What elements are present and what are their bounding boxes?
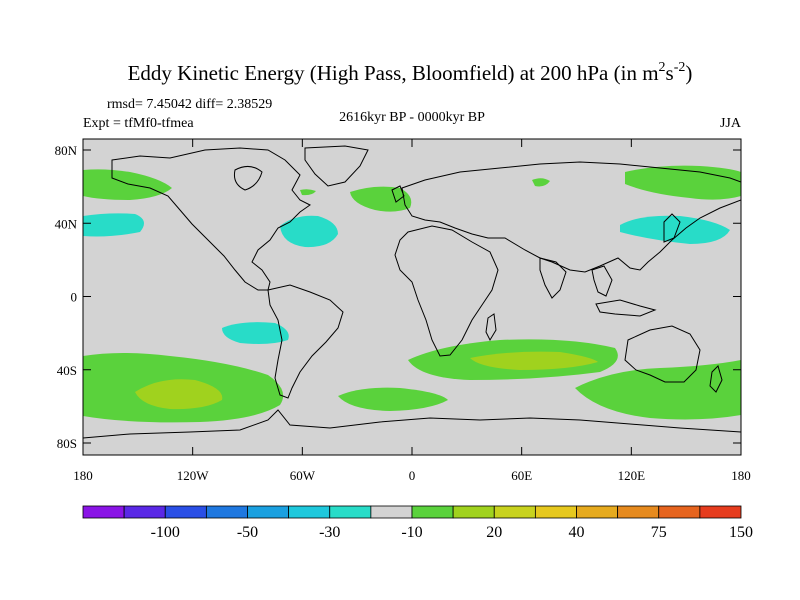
colorbar-label: 150 bbox=[729, 524, 753, 541]
coast-africa bbox=[394, 225, 499, 357]
title-close: ) bbox=[685, 61, 692, 85]
colorbar-box bbox=[123, 505, 166, 519]
colorbar-box bbox=[411, 505, 454, 519]
colorbar-label: -10 bbox=[401, 524, 422, 541]
colorbar-label: -100 bbox=[151, 524, 180, 541]
title-unit-s: s bbox=[666, 61, 674, 85]
north-atlantic-green bbox=[350, 186, 412, 212]
lat-label: 40S bbox=[57, 363, 77, 378]
colorbar-box bbox=[370, 505, 413, 519]
colorbar: -100 -50 -30 -10 20 40 75 150 bbox=[82, 505, 753, 541]
colorbar-box bbox=[288, 505, 331, 519]
colorbar-box bbox=[493, 505, 536, 519]
coast-australia bbox=[624, 325, 701, 383]
colorbar-box bbox=[164, 505, 207, 519]
title-exp-1: 2 bbox=[659, 60, 666, 75]
colorbar-box bbox=[452, 505, 495, 519]
colorbar-label: 20 bbox=[486, 524, 502, 541]
east-asia-teal bbox=[620, 215, 730, 244]
coast-north-america bbox=[111, 147, 311, 291]
colorbar-label: 40 bbox=[569, 524, 585, 541]
colorbar-box bbox=[699, 505, 742, 519]
lon-label: 60W bbox=[290, 468, 316, 483]
coast-southeast-asia bbox=[591, 265, 613, 297]
north-pacific-west-green bbox=[83, 169, 172, 200]
lat-label: 80S bbox=[57, 436, 77, 451]
north-atlantic-teal bbox=[280, 215, 338, 248]
map-panel: 80N 40N 0 40S 80S 180 120W 60W 0 60E 120E 180 bbox=[55, 138, 751, 483]
longitude-axis: 180 120W 60W 0 60E 120E 180 bbox=[73, 139, 751, 483]
coast-hudson-bay bbox=[234, 166, 263, 191]
coast-greenland bbox=[304, 145, 369, 187]
coast-new-zealand bbox=[709, 365, 723, 393]
colorbar-label: -50 bbox=[237, 524, 258, 541]
colorbar-box bbox=[534, 505, 577, 519]
colorbar-box bbox=[82, 505, 125, 519]
lon-label: 120E bbox=[618, 468, 646, 483]
title-exp-2: -2 bbox=[674, 60, 686, 75]
australia-south-green bbox=[575, 360, 741, 420]
coast-japan bbox=[663, 213, 681, 243]
north-pacific-teal bbox=[83, 213, 144, 237]
indian-ocean-yellowgreen bbox=[470, 351, 598, 370]
latitude-axis: 80N 40N 0 40S 80S bbox=[55, 143, 741, 451]
lon-label: 60E bbox=[511, 468, 532, 483]
lon-label: 120W bbox=[177, 468, 210, 483]
south-atlantic-green bbox=[338, 387, 448, 411]
europe-green bbox=[300, 189, 316, 196]
coast-madagascar bbox=[485, 313, 497, 342]
title-main: Eddy Kinetic Energy (High Pass, Bloomfie… bbox=[128, 61, 659, 85]
colorbar-box bbox=[205, 505, 248, 519]
colorbar-label: 75 bbox=[651, 524, 667, 541]
colorbar-box bbox=[617, 505, 660, 519]
south-pacific-teal bbox=[222, 322, 289, 344]
coast-south-america bbox=[267, 284, 344, 399]
russia-green bbox=[532, 178, 550, 187]
lon-label: 0 bbox=[409, 468, 416, 483]
coast-eurasia bbox=[401, 161, 741, 273]
lon-label: 180 bbox=[731, 468, 751, 483]
colorbar-box bbox=[658, 505, 701, 519]
lon-label: 180 bbox=[73, 468, 93, 483]
period-text: 2616kyr BP - 0000kyr BP bbox=[339, 110, 485, 125]
figure-title: Eddy Kinetic Energy (High Pass, Bloomfie… bbox=[128, 60, 693, 85]
lat-label: 40N bbox=[55, 216, 78, 231]
south-pacific-yellowgreen bbox=[135, 379, 223, 410]
coast-antarctica bbox=[83, 409, 741, 439]
lat-label: 80N bbox=[55, 143, 78, 158]
colorbar-box bbox=[329, 505, 372, 519]
stats-text: rmsd= 7.45042 diff= 2.38529 bbox=[107, 97, 272, 112]
lat-label: 0 bbox=[71, 290, 78, 305]
coast-indonesia bbox=[595, 299, 657, 317]
colorbar-label: -30 bbox=[319, 524, 340, 541]
coastlines bbox=[83, 145, 741, 439]
expt-text: Expt = tfMf0-tfmea bbox=[83, 116, 194, 131]
colorbar-box bbox=[576, 505, 619, 519]
coast-india bbox=[539, 257, 567, 299]
coast-british-isles bbox=[391, 185, 405, 203]
season-text: JJA bbox=[720, 116, 742, 131]
colorbar-box bbox=[247, 505, 290, 519]
